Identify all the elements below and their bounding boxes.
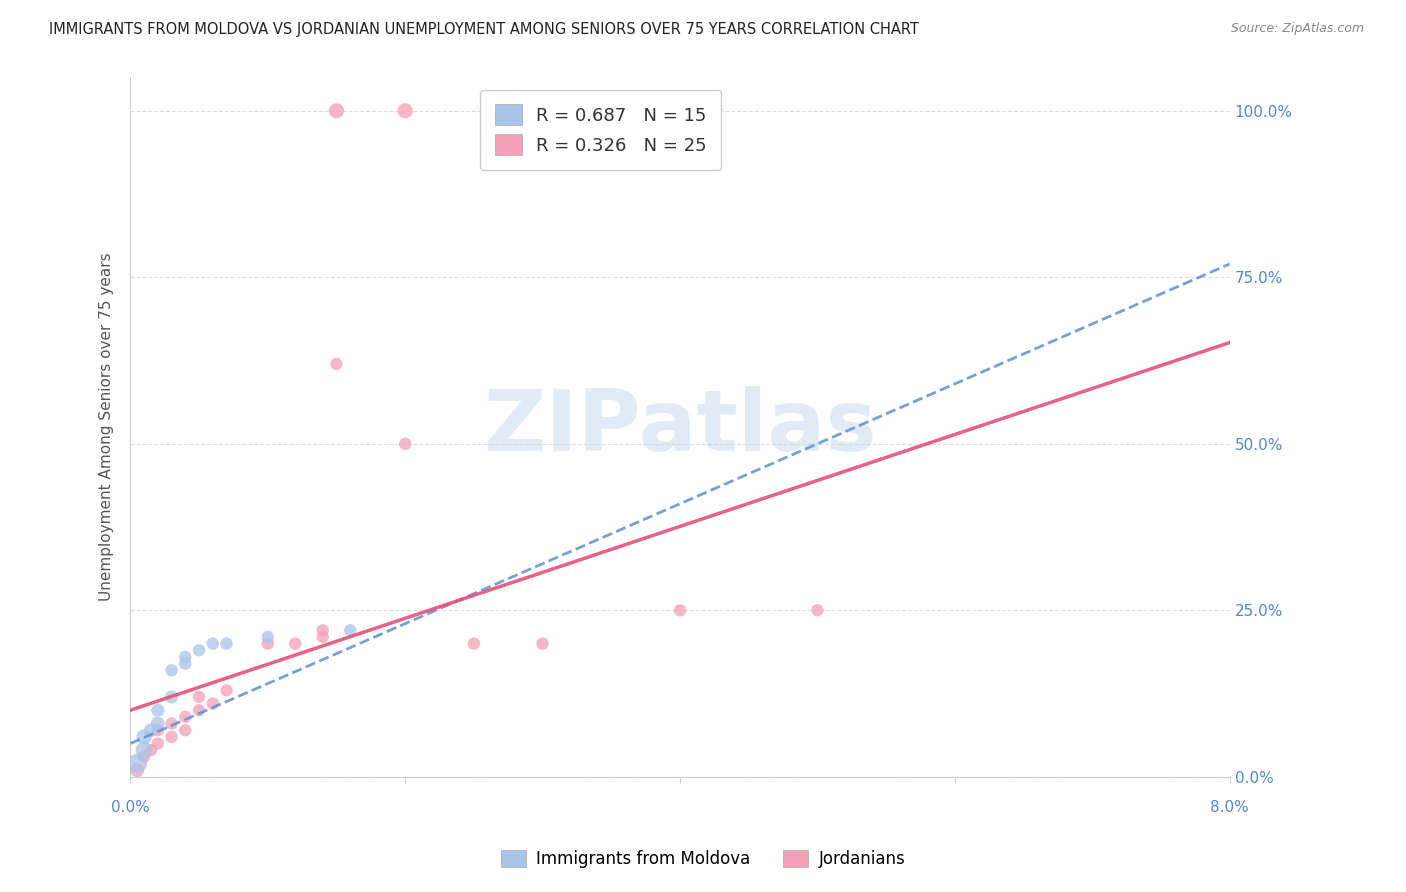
Point <box>806 603 828 617</box>
Point <box>188 690 211 704</box>
Point <box>160 663 183 677</box>
Point <box>201 637 224 651</box>
Point <box>132 743 155 757</box>
Text: 8.0%: 8.0% <box>1211 799 1249 814</box>
Point <box>215 683 238 698</box>
Point <box>325 103 347 118</box>
Point <box>312 630 335 644</box>
Point <box>160 730 183 744</box>
Point <box>256 630 278 644</box>
Point <box>174 723 197 738</box>
Legend: Immigrants from Moldova, Jordanians: Immigrants from Moldova, Jordanians <box>494 843 912 875</box>
Y-axis label: Unemployment Among Seniors over 75 years: Unemployment Among Seniors over 75 years <box>100 252 114 601</box>
Point <box>174 657 197 671</box>
Text: IMMIGRANTS FROM MOLDOVA VS JORDANIAN UNEMPLOYMENT AMONG SENIORS OVER 75 YEARS CO: IMMIGRANTS FROM MOLDOVA VS JORDANIAN UNE… <box>49 22 920 37</box>
Point <box>201 697 224 711</box>
Point <box>531 637 554 651</box>
Point <box>215 637 238 651</box>
Text: Source: ZipAtlas.com: Source: ZipAtlas.com <box>1230 22 1364 36</box>
Point <box>132 730 155 744</box>
Point <box>174 710 197 724</box>
Point <box>146 723 169 738</box>
Point <box>312 624 335 638</box>
Point <box>127 763 149 777</box>
Point <box>463 637 485 651</box>
Text: 0.0%: 0.0% <box>111 799 149 814</box>
Point <box>132 749 155 764</box>
Point <box>339 624 361 638</box>
Point <box>188 703 211 717</box>
Point <box>127 756 149 771</box>
Point <box>284 637 307 651</box>
Point <box>325 357 347 371</box>
Point <box>256 637 278 651</box>
Text: ZIPatlas: ZIPatlas <box>484 385 877 468</box>
Point <box>174 649 197 664</box>
Point <box>139 723 162 738</box>
Point <box>160 716 183 731</box>
Legend: R = 0.687   N = 15, R = 0.326   N = 25: R = 0.687 N = 15, R = 0.326 N = 25 <box>481 90 721 169</box>
Point <box>146 703 169 717</box>
Point <box>139 743 162 757</box>
Point <box>394 437 416 451</box>
Point <box>669 603 692 617</box>
Point <box>394 103 416 118</box>
Point <box>160 690 183 704</box>
Point <box>146 716 169 731</box>
Point <box>188 643 211 657</box>
Point <box>146 737 169 751</box>
